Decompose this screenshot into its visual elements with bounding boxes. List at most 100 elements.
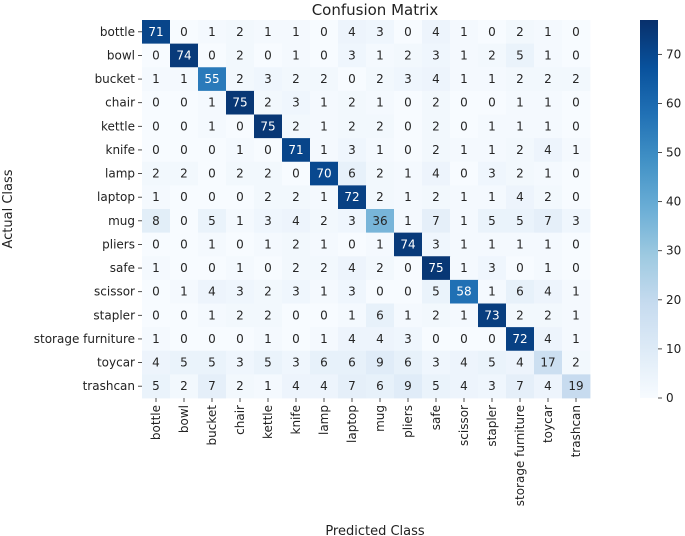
heatmap-cell (170, 209, 199, 234)
cell-value-label: 9 (404, 379, 412, 393)
heatmap-cell (170, 20, 199, 45)
column-tick-label: bowl (177, 405, 191, 433)
heatmap-cell (394, 185, 423, 210)
column-tick-label: chair (233, 405, 247, 435)
heatmap-cell (450, 90, 479, 115)
cell-value-label: 1 (544, 25, 552, 39)
heatmap-cell (534, 67, 563, 92)
heatmap-cell (562, 350, 591, 375)
cell-value-label: 0 (236, 190, 244, 204)
heatmap-cell (142, 256, 171, 281)
cell-value-label: 1 (460, 48, 468, 62)
heatmap-cell (338, 20, 367, 45)
heatmap-cell (226, 327, 255, 352)
heatmap-cell (282, 43, 311, 68)
heatmap-cell (338, 90, 367, 115)
cell-value-label: 2 (236, 72, 244, 86)
cell-value-label: 0 (152, 48, 160, 62)
cell-value-label: 0 (348, 237, 356, 251)
heatmap-cell (338, 303, 367, 328)
cell-value-label: 0 (208, 332, 216, 346)
cell-value-label: 3 (488, 167, 496, 181)
cell-value-label: 0 (460, 167, 468, 181)
heatmap-cell (338, 350, 367, 375)
heatmap-cell (198, 303, 227, 328)
cell-value-label: 1 (460, 308, 468, 322)
cell-value-label: 1 (208, 119, 216, 133)
heatmap-cell (366, 256, 395, 281)
heatmap-cell (310, 185, 339, 210)
cell-value-label: 0 (152, 96, 160, 110)
heatmap-cell (254, 90, 283, 115)
heatmap-cell (226, 90, 255, 115)
heatmap-cell (422, 67, 451, 92)
cell-value-label: 0 (404, 96, 412, 110)
heatmap-cell (198, 138, 227, 163)
heatmap-cell (478, 67, 507, 92)
heatmap-cell (422, 374, 451, 399)
heatmap-cell (170, 232, 199, 257)
cell-value-label: 2 (292, 261, 300, 275)
cell-value-label: 2 (264, 190, 272, 204)
cell-value-label: 1 (544, 48, 552, 62)
cell-value-label: 2 (236, 379, 244, 393)
heatmap-cell (226, 114, 255, 139)
heatmap-cell (422, 209, 451, 234)
cell-value-label: 2 (544, 190, 552, 204)
heatmap-cell (338, 209, 367, 234)
heatmap-cell (506, 161, 535, 186)
heatmap-cell (254, 232, 283, 257)
cell-value-label: 0 (208, 190, 216, 204)
heatmap-cell (198, 114, 227, 139)
heatmap-cell (506, 43, 535, 68)
cell-value-label: 3 (404, 72, 412, 86)
heatmap-cell (534, 350, 563, 375)
heatmap-cell (562, 327, 591, 352)
heatmap-cell (394, 90, 423, 115)
cell-value-label: 2 (292, 237, 300, 251)
heatmap-cell (534, 209, 563, 234)
cell-value-label: 72 (512, 332, 527, 346)
heatmap-cell (506, 90, 535, 115)
heatmap-cell (254, 303, 283, 328)
cell-value-label: 0 (320, 48, 328, 62)
heatmap-cell (310, 232, 339, 257)
cell-value-label: 0 (236, 237, 244, 251)
heatmap-cell (450, 67, 479, 92)
cell-value-label: 2 (236, 308, 244, 322)
cell-value-label: 3 (348, 214, 356, 228)
heatmap-cell (338, 185, 367, 210)
cell-value-label: 4 (432, 167, 440, 181)
cell-value-label: 55 (204, 72, 219, 86)
heatmap-cell (338, 232, 367, 257)
cell-value-label: 0 (404, 285, 412, 299)
heatmap-cell (506, 350, 535, 375)
cell-value-label: 5 (264, 356, 272, 370)
heatmap-cell (450, 43, 479, 68)
heatmap-cell (338, 279, 367, 304)
column-tick-label: stapler (485, 405, 499, 447)
cell-value-label: 71 (288, 143, 303, 157)
column-tick-label: toycar (541, 405, 555, 443)
heatmap-cell (310, 374, 339, 399)
cell-value-label: 1 (488, 190, 496, 204)
cell-value-label: 19 (568, 379, 583, 393)
cell-value-label: 2 (516, 167, 524, 181)
cell-value-label: 2 (572, 356, 580, 370)
heatmap-cell (310, 161, 339, 186)
cell-value-label: 4 (348, 25, 356, 39)
heatmap-cell (226, 303, 255, 328)
cell-value-label: 1 (208, 96, 216, 110)
heatmap-cell (394, 256, 423, 281)
cell-value-label: 3 (488, 379, 496, 393)
cell-value-label: 1 (404, 214, 412, 228)
cell-value-label: 0 (572, 190, 580, 204)
cell-value-label: 6 (516, 285, 524, 299)
cell-value-label: 3 (348, 285, 356, 299)
cell-value-label: 4 (292, 214, 300, 228)
colorbar-tick-label: 50 (666, 146, 681, 160)
cell-value-label: 8 (152, 214, 160, 228)
heatmap-cell (170, 67, 199, 92)
heatmap-cell (562, 374, 591, 399)
